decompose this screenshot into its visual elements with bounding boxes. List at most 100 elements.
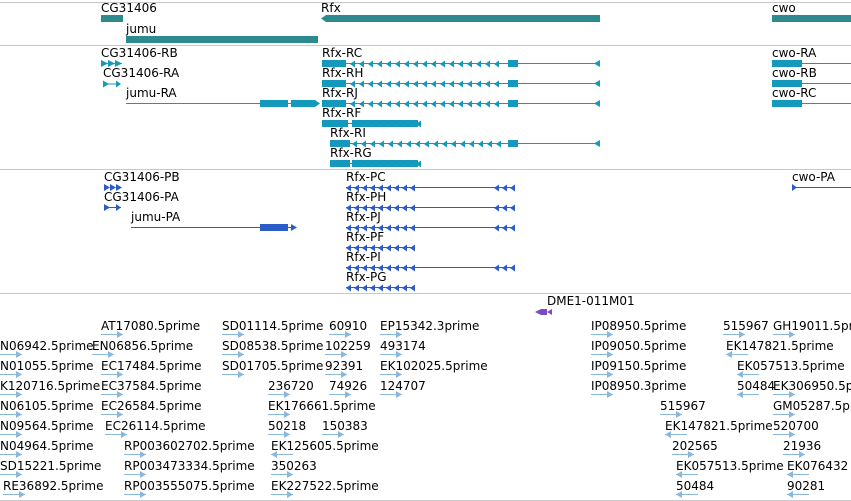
est-feature[interactable] bbox=[380, 391, 402, 398]
est-feature[interactable] bbox=[783, 451, 805, 458]
est-feature[interactable] bbox=[222, 371, 244, 378]
est-label[interactable]: EK102025.5prime bbox=[380, 359, 488, 373]
est-label[interactable]: 515967 bbox=[660, 399, 706, 413]
est-feature[interactable] bbox=[105, 431, 127, 438]
est-label[interactable]: 74926 bbox=[329, 379, 368, 393]
est-label[interactable]: EK176661.5prime bbox=[268, 399, 376, 413]
est-label[interactable]: N09564.5prime bbox=[0, 419, 94, 433]
est-label[interactable]: 150383 bbox=[322, 419, 368, 433]
est-feature[interactable] bbox=[672, 451, 694, 458]
transcript-label[interactable]: CG31406-RB bbox=[101, 46, 178, 60]
protein-feature[interactable] bbox=[104, 204, 121, 211]
protein-label[interactable]: jumu-PA bbox=[131, 210, 181, 224]
transcript-feature[interactable] bbox=[772, 100, 851, 107]
protein-label[interactable]: Rfx-PJ bbox=[346, 210, 381, 224]
gene-feature[interactable] bbox=[126, 36, 318, 43]
est-label[interactable]: SD01705.5prime bbox=[222, 359, 324, 373]
protein-label[interactable]: cwo-PA bbox=[792, 170, 835, 184]
est-label[interactable]: N01055.5prime bbox=[0, 359, 94, 373]
transcript-label[interactable]: Rfx-RG bbox=[330, 146, 372, 160]
est-label[interactable]: EC37584.5prime bbox=[101, 379, 202, 393]
est-label[interactable]: 236720 bbox=[268, 379, 314, 393]
est-feature[interactable] bbox=[0, 471, 22, 478]
est-label[interactable]: GM05287.5prime bbox=[773, 399, 851, 413]
est-label[interactable]: SD15221.5prime bbox=[0, 459, 102, 473]
gene-label-cwo[interactable]: cwo bbox=[772, 1, 796, 15]
est-label[interactable]: N06105.5prime bbox=[0, 399, 94, 413]
est-feature[interactable] bbox=[322, 431, 344, 438]
est-feature[interactable] bbox=[222, 331, 244, 338]
est-feature[interactable] bbox=[773, 411, 795, 418]
est-label[interactable]: 493174 bbox=[380, 339, 426, 353]
est-feature[interactable] bbox=[773, 391, 795, 398]
est-label[interactable]: N04964.5prime bbox=[0, 439, 94, 453]
est-feature[interactable] bbox=[380, 351, 402, 358]
est-label[interactable]: IP08950.5prime bbox=[591, 319, 687, 333]
est-label[interactable]: EK076432 bbox=[787, 459, 849, 473]
est-label[interactable]: EP15342.3prime bbox=[380, 319, 480, 333]
est-feature[interactable] bbox=[0, 451, 22, 458]
est-label[interactable]: 124707 bbox=[380, 379, 426, 393]
est-feature[interactable] bbox=[101, 391, 123, 398]
transcript-label[interactable]: jumu-RA bbox=[126, 86, 177, 100]
transcript-label[interactable]: cwo-RB bbox=[772, 66, 817, 80]
gene-feature[interactable] bbox=[321, 15, 600, 22]
est-feature[interactable] bbox=[660, 411, 682, 418]
est-label[interactable]: 515967 bbox=[723, 319, 769, 333]
gene-feature[interactable] bbox=[101, 15, 123, 22]
est-feature[interactable] bbox=[271, 491, 293, 498]
est-feature[interactable] bbox=[325, 351, 347, 358]
est-label[interactable]: EK306950.5prime bbox=[773, 379, 851, 393]
est-label[interactable]: 102259 bbox=[325, 339, 371, 353]
est-label[interactable]: EK125605.5prime bbox=[271, 439, 379, 453]
est-label[interactable]: SD08538.5prime bbox=[222, 339, 324, 353]
est-feature[interactable] bbox=[665, 431, 687, 438]
est-label[interactable]: RP003473334.5prime bbox=[124, 459, 255, 473]
est-feature[interactable] bbox=[268, 411, 290, 418]
est-label[interactable]: IP08950.3prime bbox=[591, 379, 687, 393]
est-feature[interactable] bbox=[325, 371, 347, 378]
est-label[interactable]: IP09150.5prime bbox=[591, 359, 687, 373]
est-feature[interactable] bbox=[3, 491, 25, 498]
protein-label[interactable]: Rfx-PG bbox=[346, 270, 387, 284]
est-label[interactable]: EN06856.5prime bbox=[92, 339, 194, 353]
est-feature[interactable] bbox=[271, 471, 293, 478]
est-label[interactable]: N06942.5prime bbox=[0, 339, 94, 353]
transcript-feature[interactable] bbox=[772, 80, 851, 87]
est-feature[interactable] bbox=[787, 491, 809, 498]
est-feature[interactable] bbox=[0, 371, 22, 378]
est-feature[interactable] bbox=[591, 371, 613, 378]
clone-label[interactable]: DME1-011M01 bbox=[547, 294, 635, 308]
protein-label[interactable]: Rfx-PC bbox=[346, 170, 386, 184]
transcript-label[interactable]: CG31406-RA bbox=[103, 66, 180, 80]
est-feature[interactable] bbox=[0, 411, 22, 418]
est-label[interactable]: EK227522.5prime bbox=[271, 479, 379, 493]
est-feature[interactable] bbox=[271, 451, 293, 458]
est-feature[interactable] bbox=[591, 331, 613, 338]
protein-label[interactable]: Rfx-PH bbox=[346, 190, 387, 204]
est-label[interactable]: K120716.5prime bbox=[0, 379, 101, 393]
protein-label[interactable]: Rfx-PF bbox=[346, 230, 385, 244]
est-feature[interactable] bbox=[723, 331, 745, 338]
est-feature[interactable] bbox=[773, 331, 795, 338]
est-feature[interactable] bbox=[0, 431, 22, 438]
est-label[interactable]: 350263 bbox=[271, 459, 317, 473]
transcript-feature[interactable] bbox=[103, 80, 121, 88]
est-label[interactable]: RP003602702.5prime bbox=[124, 439, 255, 453]
est-feature[interactable] bbox=[737, 391, 759, 398]
est-feature[interactable] bbox=[222, 351, 244, 358]
gene-label-cg31406[interactable]: CG31406 bbox=[101, 1, 157, 15]
transcript-label[interactable]: Rfx-RI bbox=[330, 126, 366, 140]
est-label[interactable]: EC26114.5prime bbox=[105, 419, 206, 433]
est-label[interactable]: SD01114.5prime bbox=[222, 319, 324, 333]
est-feature[interactable] bbox=[380, 371, 402, 378]
clone-feature[interactable] bbox=[535, 309, 552, 315]
transcript-label[interactable]: cwo-RC bbox=[772, 86, 817, 100]
transcript-label[interactable]: Rfx-RH bbox=[322, 66, 364, 80]
est-label[interactable]: 21936 bbox=[783, 439, 822, 453]
est-feature[interactable] bbox=[737, 371, 759, 378]
est-feature[interactable] bbox=[0, 391, 22, 398]
est-label[interactable]: 92391 bbox=[325, 359, 364, 373]
transcript-feature[interactable] bbox=[772, 60, 851, 67]
est-feature[interactable] bbox=[726, 351, 748, 358]
